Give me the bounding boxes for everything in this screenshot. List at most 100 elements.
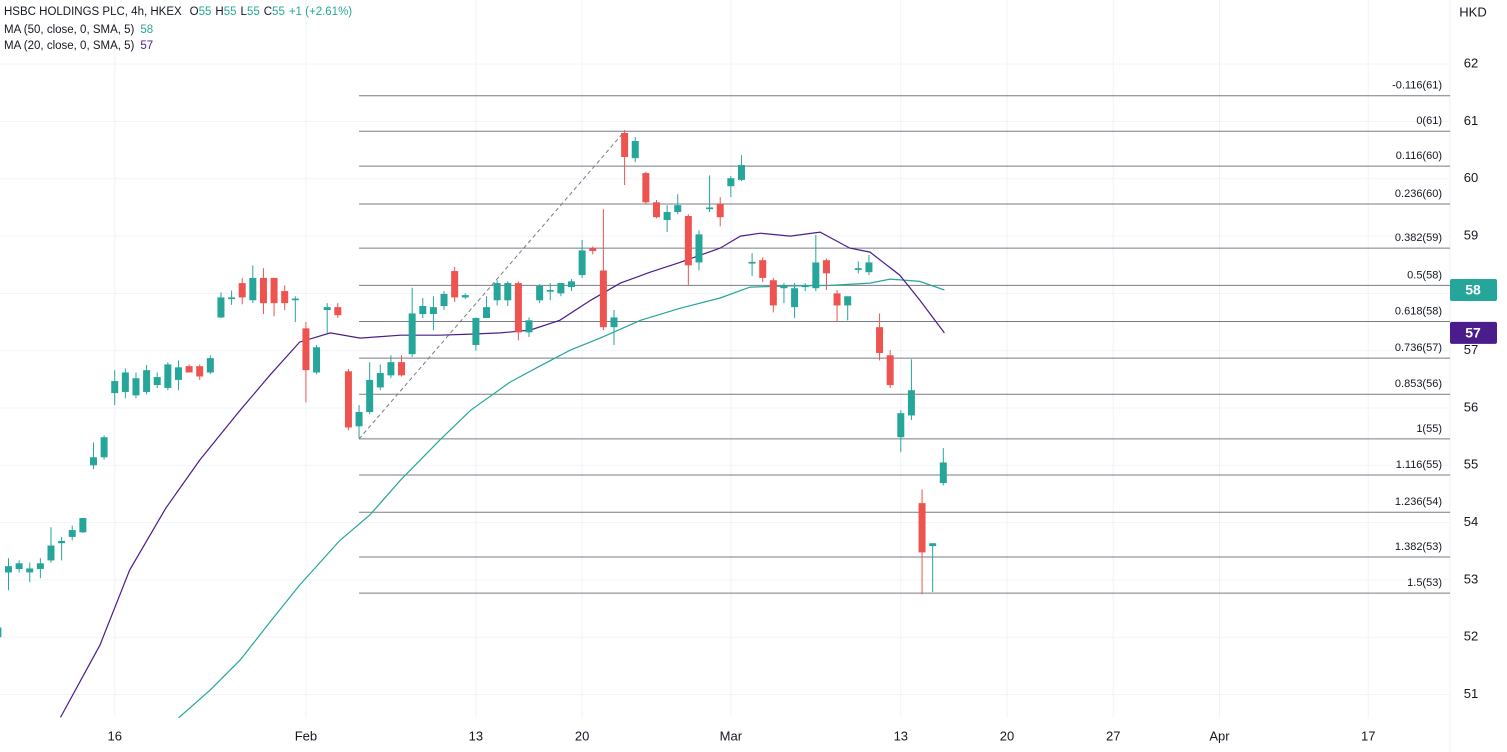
candle-body (26, 568, 34, 573)
candle-body (759, 260, 767, 278)
candle-body (854, 268, 862, 270)
candle-body (578, 250, 586, 276)
symbol-title: HSBC HOLDINGS PLC, 4h, HKEX (4, 6, 182, 18)
x-tick-label: Mar (720, 728, 743, 743)
candle-body (111, 381, 119, 394)
candle-body (302, 328, 310, 371)
candle-body (525, 320, 533, 333)
candle-body (238, 283, 246, 298)
y-tick-label: 62 (1464, 56, 1478, 71)
candle-body (865, 262, 873, 273)
candle-body (196, 366, 204, 377)
y-tick-label: 59 (1464, 228, 1478, 243)
fib-label: 0.853(56) (1395, 378, 1442, 390)
candle-body (440, 293, 448, 306)
y-tick-label: 56 (1464, 399, 1478, 414)
candle-body (780, 285, 788, 289)
y-tick-label: 54 (1464, 514, 1478, 529)
candle-body (769, 280, 777, 306)
candle-body (323, 307, 331, 311)
candle-body (504, 283, 512, 301)
legend-name: MA (20, close, 0, SMA, 5) (4, 40, 135, 52)
candle-body (36, 563, 44, 570)
candle-body (546, 289, 554, 292)
fib-label: 0(61) (1416, 115, 1442, 127)
candle-body (536, 285, 544, 301)
candle-body (695, 234, 703, 263)
y-tick-label: 61 (1464, 113, 1478, 128)
candle-body (812, 262, 820, 289)
candle-body (939, 462, 947, 484)
candle-body (493, 283, 501, 301)
candle-body (387, 362, 395, 376)
fib-label: 1.236(54) (1395, 496, 1442, 508)
ohlc-value: 55 (224, 6, 237, 18)
candle-body (461, 295, 469, 298)
candle-body (164, 364, 172, 388)
candle-body (716, 203, 724, 218)
ma-line (178, 278, 945, 718)
candle-body (483, 307, 491, 319)
candle-body (706, 207, 714, 210)
ma-line (59, 231, 945, 718)
candle-body (143, 370, 151, 392)
candle-body (419, 305, 427, 315)
x-tick-label: 16 (107, 728, 121, 743)
candle-body (291, 298, 299, 301)
candle-body (121, 372, 129, 392)
legend-value: 57 (140, 40, 153, 52)
candle-body (929, 543, 937, 547)
price-tag-label: 57 (1465, 325, 1481, 341)
candle-body (621, 132, 629, 158)
candle-body (100, 437, 108, 458)
fib-label: 1.5(53) (1407, 577, 1442, 589)
candle-body (153, 377, 161, 386)
fib-label: 0.236(60) (1395, 188, 1442, 200)
fib-label: 0.618(58) (1395, 305, 1442, 317)
candle-body (259, 277, 267, 304)
candle-body (907, 390, 915, 416)
candle-body (281, 291, 289, 304)
header: HSBC HOLDINGS PLC, 4h, HKEX O55 H55 L55 C55 +… (4, 6, 352, 18)
candle-body (642, 173, 650, 203)
price-tag (1450, 321, 1497, 344)
fib-label: 0.5(58) (1407, 269, 1442, 281)
x-tick-label: Feb (295, 728, 317, 743)
ohlc-value: 55 (247, 6, 260, 18)
legend-entry: MA (50, close, 0, SMA, 5) 58 (4, 24, 153, 36)
candle-body (652, 202, 660, 218)
ohlc-label: C (264, 6, 272, 18)
candle-body (313, 347, 321, 373)
candle-body (366, 379, 374, 413)
x-tick-label: 13 (894, 728, 908, 743)
candle-body (589, 248, 597, 251)
candle-body (89, 457, 97, 466)
y-tick-label: 51 (1464, 686, 1478, 701)
x-tick-label: 20 (1000, 728, 1014, 743)
candle-body (833, 293, 841, 306)
x-tick-label: 20 (575, 728, 589, 743)
candle-body (599, 270, 607, 328)
legend-name: MA (50, close, 0, SMA, 5) (4, 24, 135, 36)
plot (0, 95, 1450, 718)
y-tick-label: 57 (1464, 342, 1478, 357)
candle-body (897, 413, 905, 438)
candle-body (631, 140, 639, 159)
candle-body (429, 307, 437, 315)
fib-label: 0.736(57) (1395, 342, 1442, 354)
candle-body (822, 260, 830, 274)
candle-body (228, 297, 236, 300)
candle-body (674, 205, 682, 213)
candle-body (451, 271, 459, 298)
candle-body (344, 371, 352, 428)
y-tick-label: 55 (1464, 457, 1478, 472)
price-tag (1450, 278, 1497, 301)
candle-body (185, 366, 193, 373)
candle-body (174, 367, 182, 380)
fib-label: 1.116(55) (1396, 459, 1442, 471)
candle-body (684, 216, 692, 266)
candle-body (15, 563, 23, 570)
